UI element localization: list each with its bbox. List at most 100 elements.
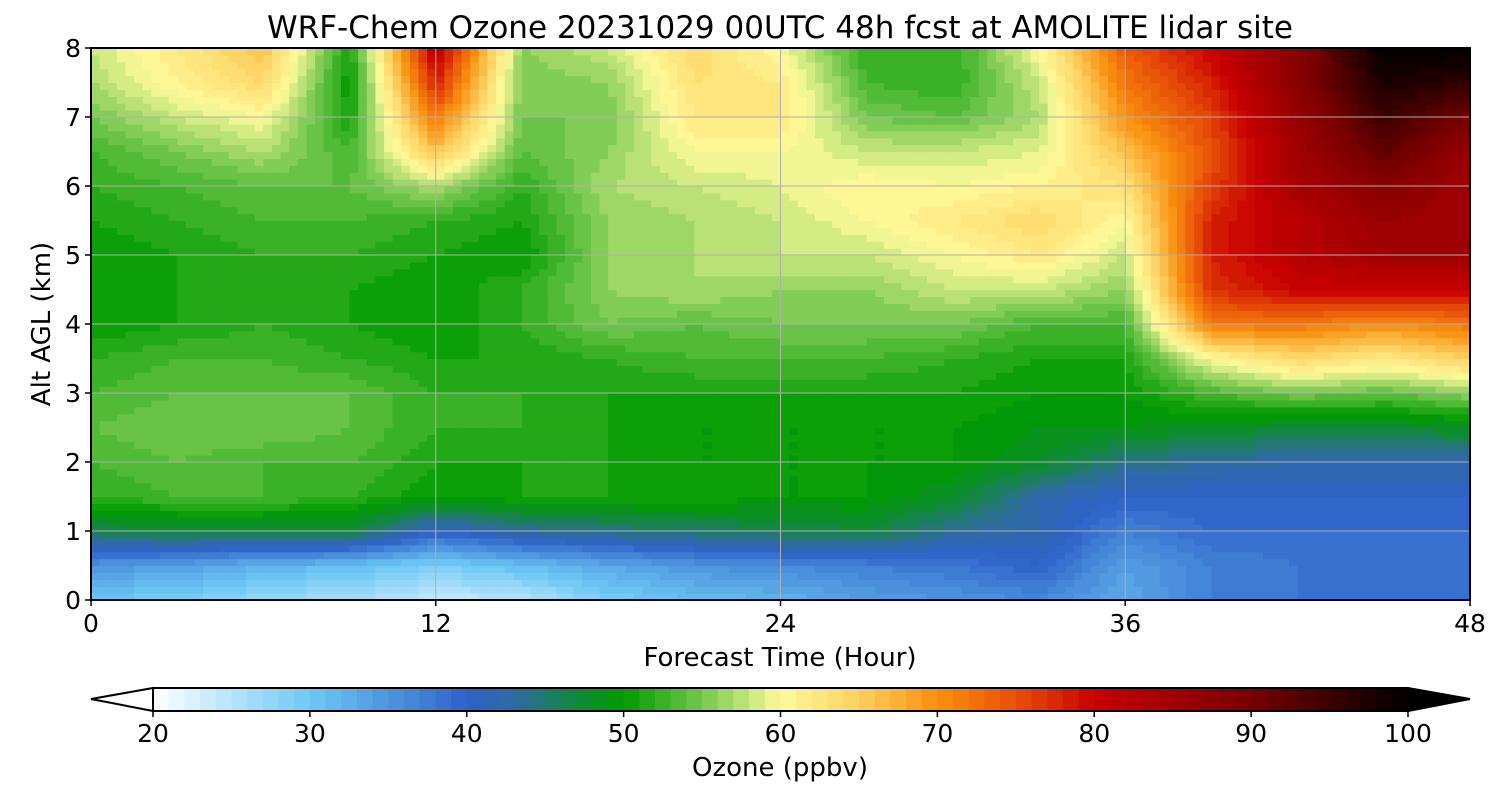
heat-cell [1254, 441, 1264, 449]
heat-cell [728, 586, 739, 594]
heat-cell [1099, 544, 1109, 553]
heat-cell [1039, 386, 1049, 394]
heat-cell [789, 393, 799, 401]
heat-cell [702, 399, 713, 408]
heat-cell [1228, 455, 1238, 463]
heat-cell [1090, 537, 1100, 546]
heat-cell [565, 579, 575, 587]
heat-cell [1401, 455, 1411, 463]
heat-cell [565, 524, 575, 532]
heat-cell [892, 475, 902, 484]
heat-cell [125, 524, 135, 532]
heat-cell [1323, 427, 1333, 435]
heat-cell [203, 427, 213, 435]
heat-cell [1185, 441, 1195, 449]
heat-cell [1194, 482, 1204, 491]
heat-cell [375, 468, 385, 477]
heat-cell [211, 593, 221, 600]
heat-cell [1280, 579, 1290, 587]
heat-cell [832, 386, 842, 394]
heat-cell [849, 406, 859, 415]
heat-cell [616, 489, 626, 498]
heat-cell [659, 586, 670, 594]
heat-cell [1228, 482, 1238, 491]
heat-cell [875, 427, 885, 435]
heat-cell [384, 572, 394, 580]
heat-cell [530, 558, 540, 567]
heat-cell [1090, 399, 1100, 408]
heat-cell [177, 462, 187, 470]
heat-cell [1254, 482, 1264, 491]
heat-cell [1176, 468, 1187, 477]
heat-cell [1435, 544, 1445, 553]
heat-cell [970, 448, 980, 456]
heat-cell [1176, 427, 1187, 435]
heat-cell [642, 510, 652, 518]
heat-cell [1211, 503, 1221, 511]
heat-cell [1176, 406, 1187, 415]
heat-cell [737, 586, 747, 594]
heat-cell [883, 434, 894, 442]
heat-cell [1383, 427, 1394, 435]
heat-cell [1314, 558, 1325, 567]
heat-cell [1435, 393, 1445, 401]
heat-cell [711, 537, 721, 546]
heat-cell [1030, 441, 1040, 449]
heat-cell [1375, 386, 1385, 394]
heat-cell [435, 572, 445, 580]
heat-cell [1211, 537, 1221, 546]
heat-cell [159, 544, 170, 553]
heat-cell [134, 441, 144, 449]
heat-cell [952, 489, 963, 498]
heat-cell [1383, 434, 1394, 442]
heat-cell [1409, 510, 1419, 518]
heat-cell [1073, 517, 1083, 525]
heat-cell [961, 572, 971, 580]
heat-cell [203, 399, 213, 408]
heat-cell [763, 462, 773, 470]
heat-cell [935, 434, 945, 442]
heat-cell [1202, 517, 1213, 525]
heat-cell [1039, 413, 1049, 422]
heat-cell [116, 544, 127, 553]
heat-cell [521, 531, 532, 539]
heat-cell [91, 427, 101, 435]
heat-cell [177, 517, 187, 525]
heat-cell [858, 434, 868, 442]
heat-cell [513, 531, 523, 539]
heat-cell [1306, 462, 1316, 470]
heat-cell [1159, 434, 1169, 442]
heat-cell [789, 468, 799, 477]
heat-cell [1142, 496, 1152, 504]
heat-cell [625, 455, 635, 463]
heat-cell [1082, 510, 1092, 518]
heat-cell [134, 503, 144, 511]
heat-cell [418, 462, 428, 470]
heat-cell [754, 496, 764, 504]
heat-cell [590, 441, 601, 449]
heat-cell [823, 572, 833, 580]
heat-cell [1357, 448, 1368, 456]
heat-cell [1021, 572, 1032, 580]
heat-cell [806, 420, 816, 429]
heat-cell [521, 510, 532, 518]
heat-cell [237, 496, 247, 504]
heat-cell [108, 441, 118, 449]
heat-cell [1211, 524, 1221, 532]
heat-cell [539, 482, 549, 491]
heat-cell [1366, 399, 1376, 408]
heat-cell [297, 379, 308, 387]
heat-cell [254, 420, 264, 429]
heat-cell [254, 517, 264, 525]
heat-cell [159, 379, 170, 387]
heat-cell [866, 468, 876, 477]
heat-cell [539, 413, 549, 422]
heat-cell [556, 441, 566, 449]
heat-cell [271, 455, 282, 463]
heat-cell [444, 427, 454, 435]
heat-cell [1237, 420, 1247, 429]
heat-cell [246, 455, 256, 463]
heat-cell [246, 386, 256, 394]
heat-cell [1004, 448, 1014, 456]
heat-cell [1461, 558, 1470, 567]
